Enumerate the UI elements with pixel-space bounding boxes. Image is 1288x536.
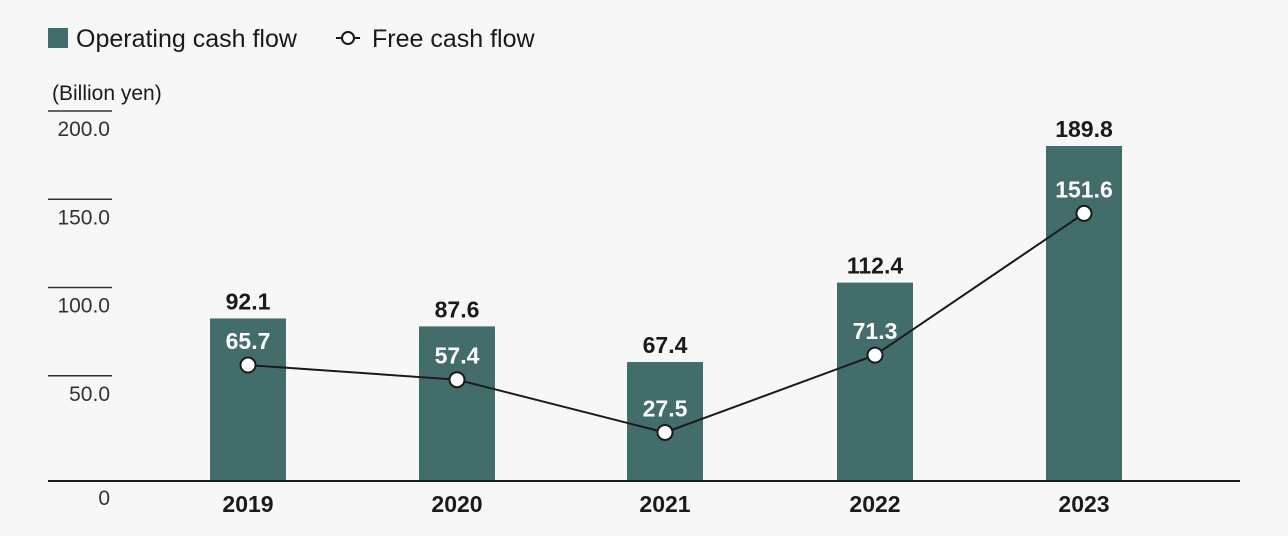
x-category-label: 2023: [1058, 491, 1109, 517]
legend-marker-free-cash-flow: [341, 31, 355, 45]
free-cash-flow-point: [1075, 204, 1093, 222]
bar-value-label: 112.4: [847, 253, 903, 279]
free-cash-flow-value-label: 57.4: [435, 343, 480, 369]
bar-value-label: 67.4: [643, 332, 688, 358]
x-category-label: 2022: [849, 491, 900, 517]
x-axis-category-labels: 2019 2020 2021 2022 2023: [222, 491, 1109, 517]
legend-label-operating-cash-flow: Operating cash flow: [76, 25, 298, 53]
free-cash-flow-point: [866, 346, 884, 364]
bar-operating-cash-flow: [419, 326, 495, 481]
free-cash-flow-line: [239, 204, 1093, 441]
y-axis-unit-label: (Billion yen): [52, 82, 162, 105]
free-cash-flow-point: [656, 423, 674, 441]
x-category-label: 2020: [431, 491, 482, 517]
free-cash-flow-value-label: 151.6: [1055, 176, 1113, 202]
free-cash-flow-point: [239, 356, 257, 374]
bar-value-label: 92.1: [226, 288, 271, 314]
y-tick-label: 0: [98, 487, 110, 510]
free-cash-flow-value-label: 65.7: [226, 328, 271, 354]
legend-label-free-cash-flow: Free cash flow: [372, 25, 536, 53]
bar-value-label: 87.6: [435, 296, 480, 322]
bar-operating-cash-flow: [1046, 146, 1122, 482]
legend-swatch-operating-cash-flow: [48, 28, 68, 48]
free-cash-flow-point: [448, 371, 466, 389]
free-cash-flow-value-label: 71.3: [853, 318, 898, 344]
legend: Operating cash flow Free cash flow: [48, 25, 536, 53]
y-axis-ticks: 0 50.0 100.0 150.0 200.0: [48, 110, 112, 510]
bar-operating-cash-flow: [210, 318, 286, 481]
bar-operating-cash-flow: [627, 362, 703, 481]
y-tick-label: 50.0: [69, 383, 110, 406]
operating-cash-flow-labels: 92.1 87.6 67.4 112.4 189.8: [226, 116, 1113, 358]
bar-value-label: 189.8: [1055, 116, 1113, 142]
free-cash-flow-labels: 65.7 57.4 27.5 71.3 151.6: [226, 176, 1113, 421]
y-tick-label: 150.0: [57, 206, 110, 229]
x-category-label: 2019: [222, 491, 273, 517]
x-category-label: 2021: [639, 491, 690, 517]
operating-cash-flow-bars: [210, 146, 1122, 482]
y-tick-label: 100.0: [57, 295, 110, 318]
free-cash-flow-value-label: 27.5: [643, 395, 688, 421]
y-tick-label: 200.0: [57, 118, 110, 141]
bar-operating-cash-flow: [837, 282, 913, 481]
